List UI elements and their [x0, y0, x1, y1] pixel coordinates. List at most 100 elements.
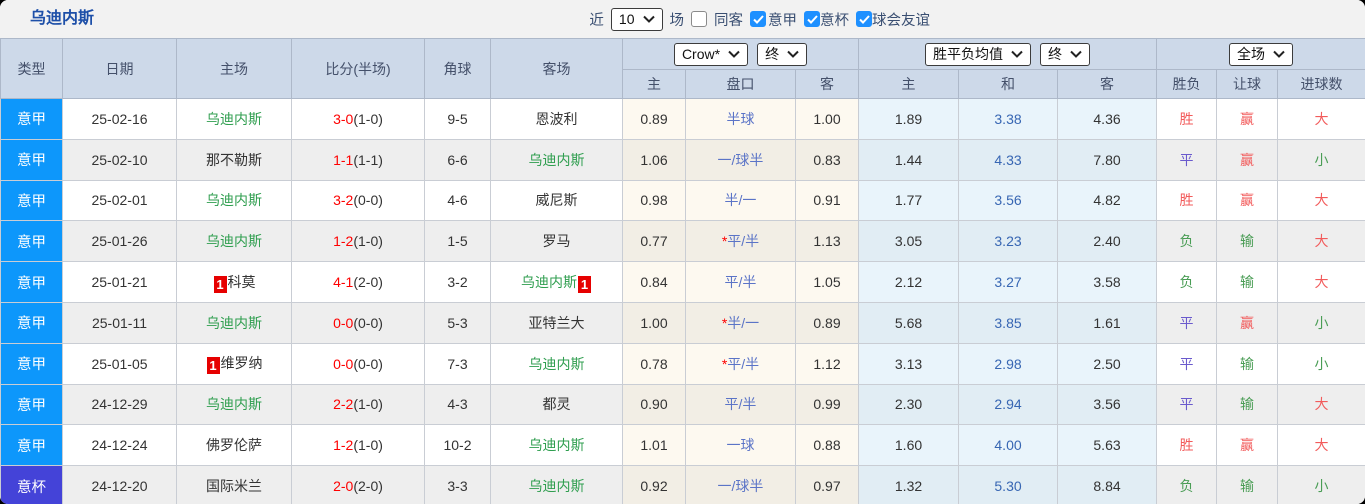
- fulltime-score: 4-1: [333, 274, 354, 291]
- result-goals-cell: 小: [1277, 301, 1365, 344]
- table-row: 意甲 25-01-26 乌迪内斯 1-2(1-0) 1-5 罗马 0.77 *平/半 1.13 3…: [0, 220, 1365, 263]
- sub-header-handicap-result: 让球: [1216, 69, 1279, 99]
- team-name: 威尼斯: [535, 192, 578, 209]
- avg-draw-cell: 3.85: [958, 301, 1059, 344]
- result-handicap-cell: 输: [1216, 342, 1279, 385]
- serie-a-label: 意甲: [768, 12, 797, 29]
- type-badge: 意甲: [0, 138, 63, 181]
- result-handicap-cell: 输: [1216, 465, 1279, 504]
- odds-home-cell: 1.00: [622, 301, 686, 344]
- result-wdl-cell: 平: [1156, 138, 1218, 181]
- team-name: 那不勒斯: [206, 151, 262, 168]
- team-wrap: 乌迪内斯: [529, 437, 585, 453]
- check-icon: [752, 14, 764, 24]
- team-wrap: 1 维罗纳: [206, 355, 263, 375]
- result-goals-cell: 大: [1277, 220, 1365, 263]
- avg-group-header: 胜平负均值 终: [858, 38, 1158, 70]
- odds-state-select[interactable]: 终: [757, 42, 808, 66]
- score-cell: 0-0(0-0): [291, 301, 425, 344]
- result-wdl-cell: 平: [1156, 383, 1218, 426]
- corner-cell: 1-5: [424, 220, 491, 263]
- red-card-badge: 1: [578, 275, 591, 293]
- odds-home-cell: 0.84: [622, 261, 686, 303]
- period-select[interactable]: 全场: [1229, 42, 1294, 66]
- date-cell: 25-01-11: [62, 301, 177, 344]
- coppa-checkbox[interactable]: [804, 11, 820, 27]
- date-cell: 24-12-20: [62, 465, 177, 504]
- score-cell: 1-1(1-1): [291, 138, 425, 181]
- home-team-cell: 国际米兰: [176, 465, 292, 504]
- odds-home-cell: 0.98: [622, 179, 686, 222]
- team-name: 维罗纳: [220, 355, 263, 372]
- avg-home-cell: 5.68: [858, 301, 960, 344]
- avg-home-cell: 1.89: [858, 98, 960, 140]
- result-handicap-cell: 输: [1216, 383, 1279, 426]
- avg-draw-cell: 3.56: [958, 179, 1059, 222]
- avg-state-select[interactable]: 终: [1040, 42, 1091, 66]
- corner-cell: 5-3: [424, 301, 491, 344]
- team-wrap: 乌迪内斯 1: [521, 274, 592, 293]
- halftime-score: (1-0): [353, 437, 383, 454]
- odds-home-cell: 0.77: [622, 220, 686, 263]
- odds-company-select[interactable]: Crow*: [673, 42, 749, 66]
- score-cell: 1-2(1-0): [291, 220, 425, 263]
- avg-away-cell: 4.36: [1057, 98, 1158, 140]
- sub-header-avg-home: 主: [858, 69, 960, 99]
- type-badge: 意甲: [0, 342, 63, 385]
- type-badge: 意甲: [0, 424, 63, 467]
- serie-a-checkbox[interactable]: [750, 11, 766, 27]
- team-name: 科莫: [227, 273, 256, 290]
- corner-cell: 7-3: [424, 342, 491, 385]
- same-away-checkbox[interactable]: [691, 11, 707, 27]
- red-card-badge: 1: [206, 357, 220, 375]
- fulltime-score: 0-0: [333, 314, 354, 331]
- away-team-cell: 恩波利: [490, 98, 623, 140]
- avg-away-cell: 5.63: [1057, 424, 1158, 467]
- team-name: 乌迪内斯: [528, 151, 585, 168]
- odds-away-cell: 0.88: [794, 424, 860, 467]
- handicap-cell: 半/一: [685, 179, 796, 222]
- handicap-cell: 平/半: [685, 383, 796, 426]
- halftime-score: (1-0): [353, 110, 383, 127]
- home-team-cell: 乌迪内斯: [176, 179, 292, 222]
- home-team-cell: 乌迪内斯: [176, 383, 292, 426]
- avg-draw-cell: 4.33: [958, 138, 1059, 181]
- odds-away-cell: 0.89: [794, 301, 860, 344]
- fulltime-score: 2-2: [333, 396, 354, 413]
- avg-type-select[interactable]: 胜平负均值: [925, 42, 1032, 66]
- avg-draw-cell: 5.30: [958, 465, 1059, 504]
- result-wdl-cell: 胜: [1156, 98, 1218, 140]
- handicap-cell: 一球: [685, 424, 796, 467]
- team-wrap: 乌迪内斯: [529, 356, 585, 372]
- recent-count-select[interactable]: 10: [610, 7, 663, 31]
- adjusted-odds-star: *: [721, 233, 728, 250]
- odds-home-cell: 0.89: [622, 98, 686, 140]
- odds-group-header: Crow* 终: [621, 38, 860, 70]
- home-team-cell: 1 科莫: [176, 261, 292, 303]
- type-badge: 意甲: [0, 179, 63, 222]
- corner-cell: 4-6: [424, 179, 491, 222]
- friendly-checkbox[interactable]: [856, 11, 872, 27]
- team-wrap: 1 科莫: [213, 273, 256, 293]
- type-badge: 意甲: [0, 301, 63, 344]
- table-row: 意甲 25-02-16 乌迪内斯 3-0(1-0) 9-5 恩波利 0.89 半球 1.00 1.…: [0, 98, 1365, 140]
- col-header-home: 主场: [176, 38, 292, 99]
- table-row: 意甲 24-12-29 乌迪内斯 2-2(1-0) 4-3 都灵 0.90 平/半 0.99 2.…: [0, 383, 1365, 426]
- date-cell: 25-02-16: [62, 98, 177, 140]
- sub-header-avg-away: 客: [1057, 69, 1158, 99]
- match-history-table: 类型 日期 主场 比分(半场) 角球 客场 Crow* 终: [0, 38, 1365, 504]
- avg-home-cell: 1.32: [858, 465, 960, 504]
- date-cell: 24-12-24: [62, 424, 177, 467]
- corner-cell: 6-6: [424, 138, 491, 181]
- away-team-cell: 亚特兰大: [490, 301, 623, 344]
- handicap-cell: *平/半: [685, 220, 796, 263]
- result-handicap-cell: 输: [1216, 261, 1279, 303]
- date-cell: 25-01-05: [62, 342, 177, 385]
- corner-cell: 9-5: [424, 98, 491, 140]
- result-goals-cell: 大: [1277, 179, 1365, 222]
- team-name: 罗马: [542, 233, 571, 250]
- table-row: 意甲 24-12-24 佛罗伦萨 1-2(1-0) 10-2 乌迪内斯 1.01 一球 0.88…: [0, 424, 1365, 467]
- type-badge: 意甲: [0, 383, 63, 426]
- team-wrap: 罗马: [543, 233, 571, 249]
- adjusted-odds-star: *: [721, 314, 728, 331]
